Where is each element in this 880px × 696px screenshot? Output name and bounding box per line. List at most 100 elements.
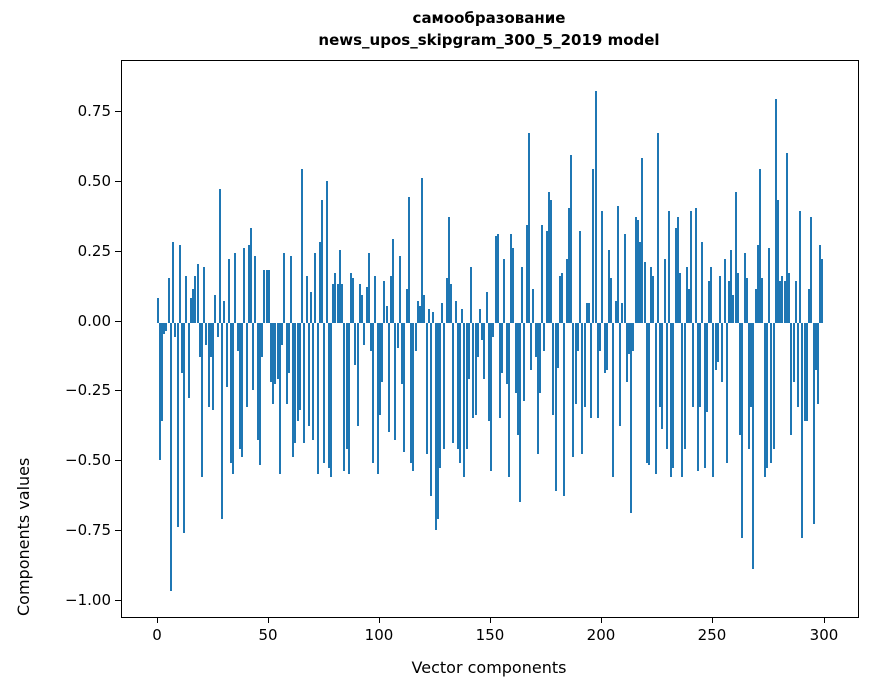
bar: [492, 323, 494, 337]
bar: [719, 276, 721, 323]
bar: [234, 253, 236, 323]
bar: [490, 323, 492, 471]
bar: [775, 99, 777, 323]
bar: [810, 217, 812, 323]
bar: [212, 323, 214, 410]
bar: [781, 276, 783, 323]
bar: [704, 323, 706, 468]
bar: [686, 267, 688, 323]
y-tick-mark: [115, 460, 121, 462]
bar: [799, 211, 801, 323]
x-tick-mark: [601, 617, 603, 623]
bar: [563, 323, 565, 496]
y-tick-mark: [115, 251, 121, 253]
bar: [303, 323, 305, 443]
bar: [397, 323, 399, 348]
bar: [590, 323, 592, 418]
bar: [539, 323, 541, 393]
bar: [508, 323, 510, 477]
bar: [706, 323, 708, 412]
bar: [475, 323, 477, 415]
bar: [194, 276, 196, 323]
y-tick-label: 0.75: [77, 102, 111, 120]
bar: [346, 323, 348, 449]
bar: [310, 292, 312, 323]
bar: [666, 323, 668, 449]
bar: [746, 278, 748, 323]
bar: [455, 301, 457, 323]
bar: [214, 295, 216, 323]
bar: [443, 323, 445, 449]
y-tick-mark: [115, 321, 121, 323]
bar: [815, 323, 817, 370]
y-tick-label: −0.75: [65, 521, 111, 539]
bar-series: [122, 61, 858, 617]
x-tick-label: 150: [475, 626, 505, 644]
bar: [752, 323, 754, 569]
bar: [543, 323, 545, 351]
bar: [239, 323, 241, 449]
x-axis-label: Vector components: [411, 658, 567, 677]
bar: [290, 256, 292, 323]
bar: [584, 323, 586, 407]
bar: [790, 323, 792, 435]
bar: [430, 323, 432, 496]
bar: [786, 153, 788, 323]
bar: [228, 259, 230, 323]
bar: [279, 323, 281, 474]
bar: [819, 245, 821, 323]
bar: [626, 323, 628, 382]
bar: [604, 323, 606, 373]
bar: [759, 169, 761, 323]
bar: [343, 323, 345, 471]
bar: [744, 253, 746, 323]
bar: [624, 234, 626, 323]
bar: [283, 253, 285, 323]
bar: [401, 323, 403, 384]
bar: [190, 298, 192, 323]
bar: [483, 323, 485, 379]
bar: [217, 323, 219, 337]
bar: [450, 284, 452, 323]
bar: [750, 323, 752, 407]
bar: [735, 192, 737, 323]
y-tick-label: −0.25: [65, 381, 111, 399]
bar: [661, 323, 663, 429]
bar: [177, 323, 179, 527]
bar: [459, 323, 461, 463]
bar: [354, 323, 356, 365]
bar: [170, 323, 172, 591]
bar: [219, 189, 221, 323]
bar: [457, 323, 459, 449]
bar: [272, 323, 274, 404]
bar: [712, 323, 714, 477]
bar: [784, 281, 786, 323]
bar: [406, 289, 408, 323]
bar: [821, 259, 823, 323]
bar: [688, 289, 690, 323]
x-tick-mark: [157, 617, 159, 623]
bar: [281, 323, 283, 345]
bar: [423, 295, 425, 323]
bar: [448, 217, 450, 323]
bar: [595, 91, 597, 323]
bar: [801, 323, 803, 538]
bar: [581, 323, 583, 454]
bar: [435, 323, 437, 530]
bar: [503, 259, 505, 323]
bar: [188, 323, 190, 398]
bar: [257, 323, 259, 440]
bar: [277, 323, 279, 379]
bar: [797, 323, 799, 407]
bar: [495, 236, 497, 323]
bar: [223, 301, 225, 323]
bar: [579, 231, 581, 323]
bar: [486, 292, 488, 323]
bar: [390, 276, 392, 323]
bar: [644, 262, 646, 323]
bar: [597, 323, 599, 418]
bar: [357, 323, 359, 426]
bar: [477, 323, 479, 357]
bar: [699, 323, 701, 407]
bar: [761, 278, 763, 323]
